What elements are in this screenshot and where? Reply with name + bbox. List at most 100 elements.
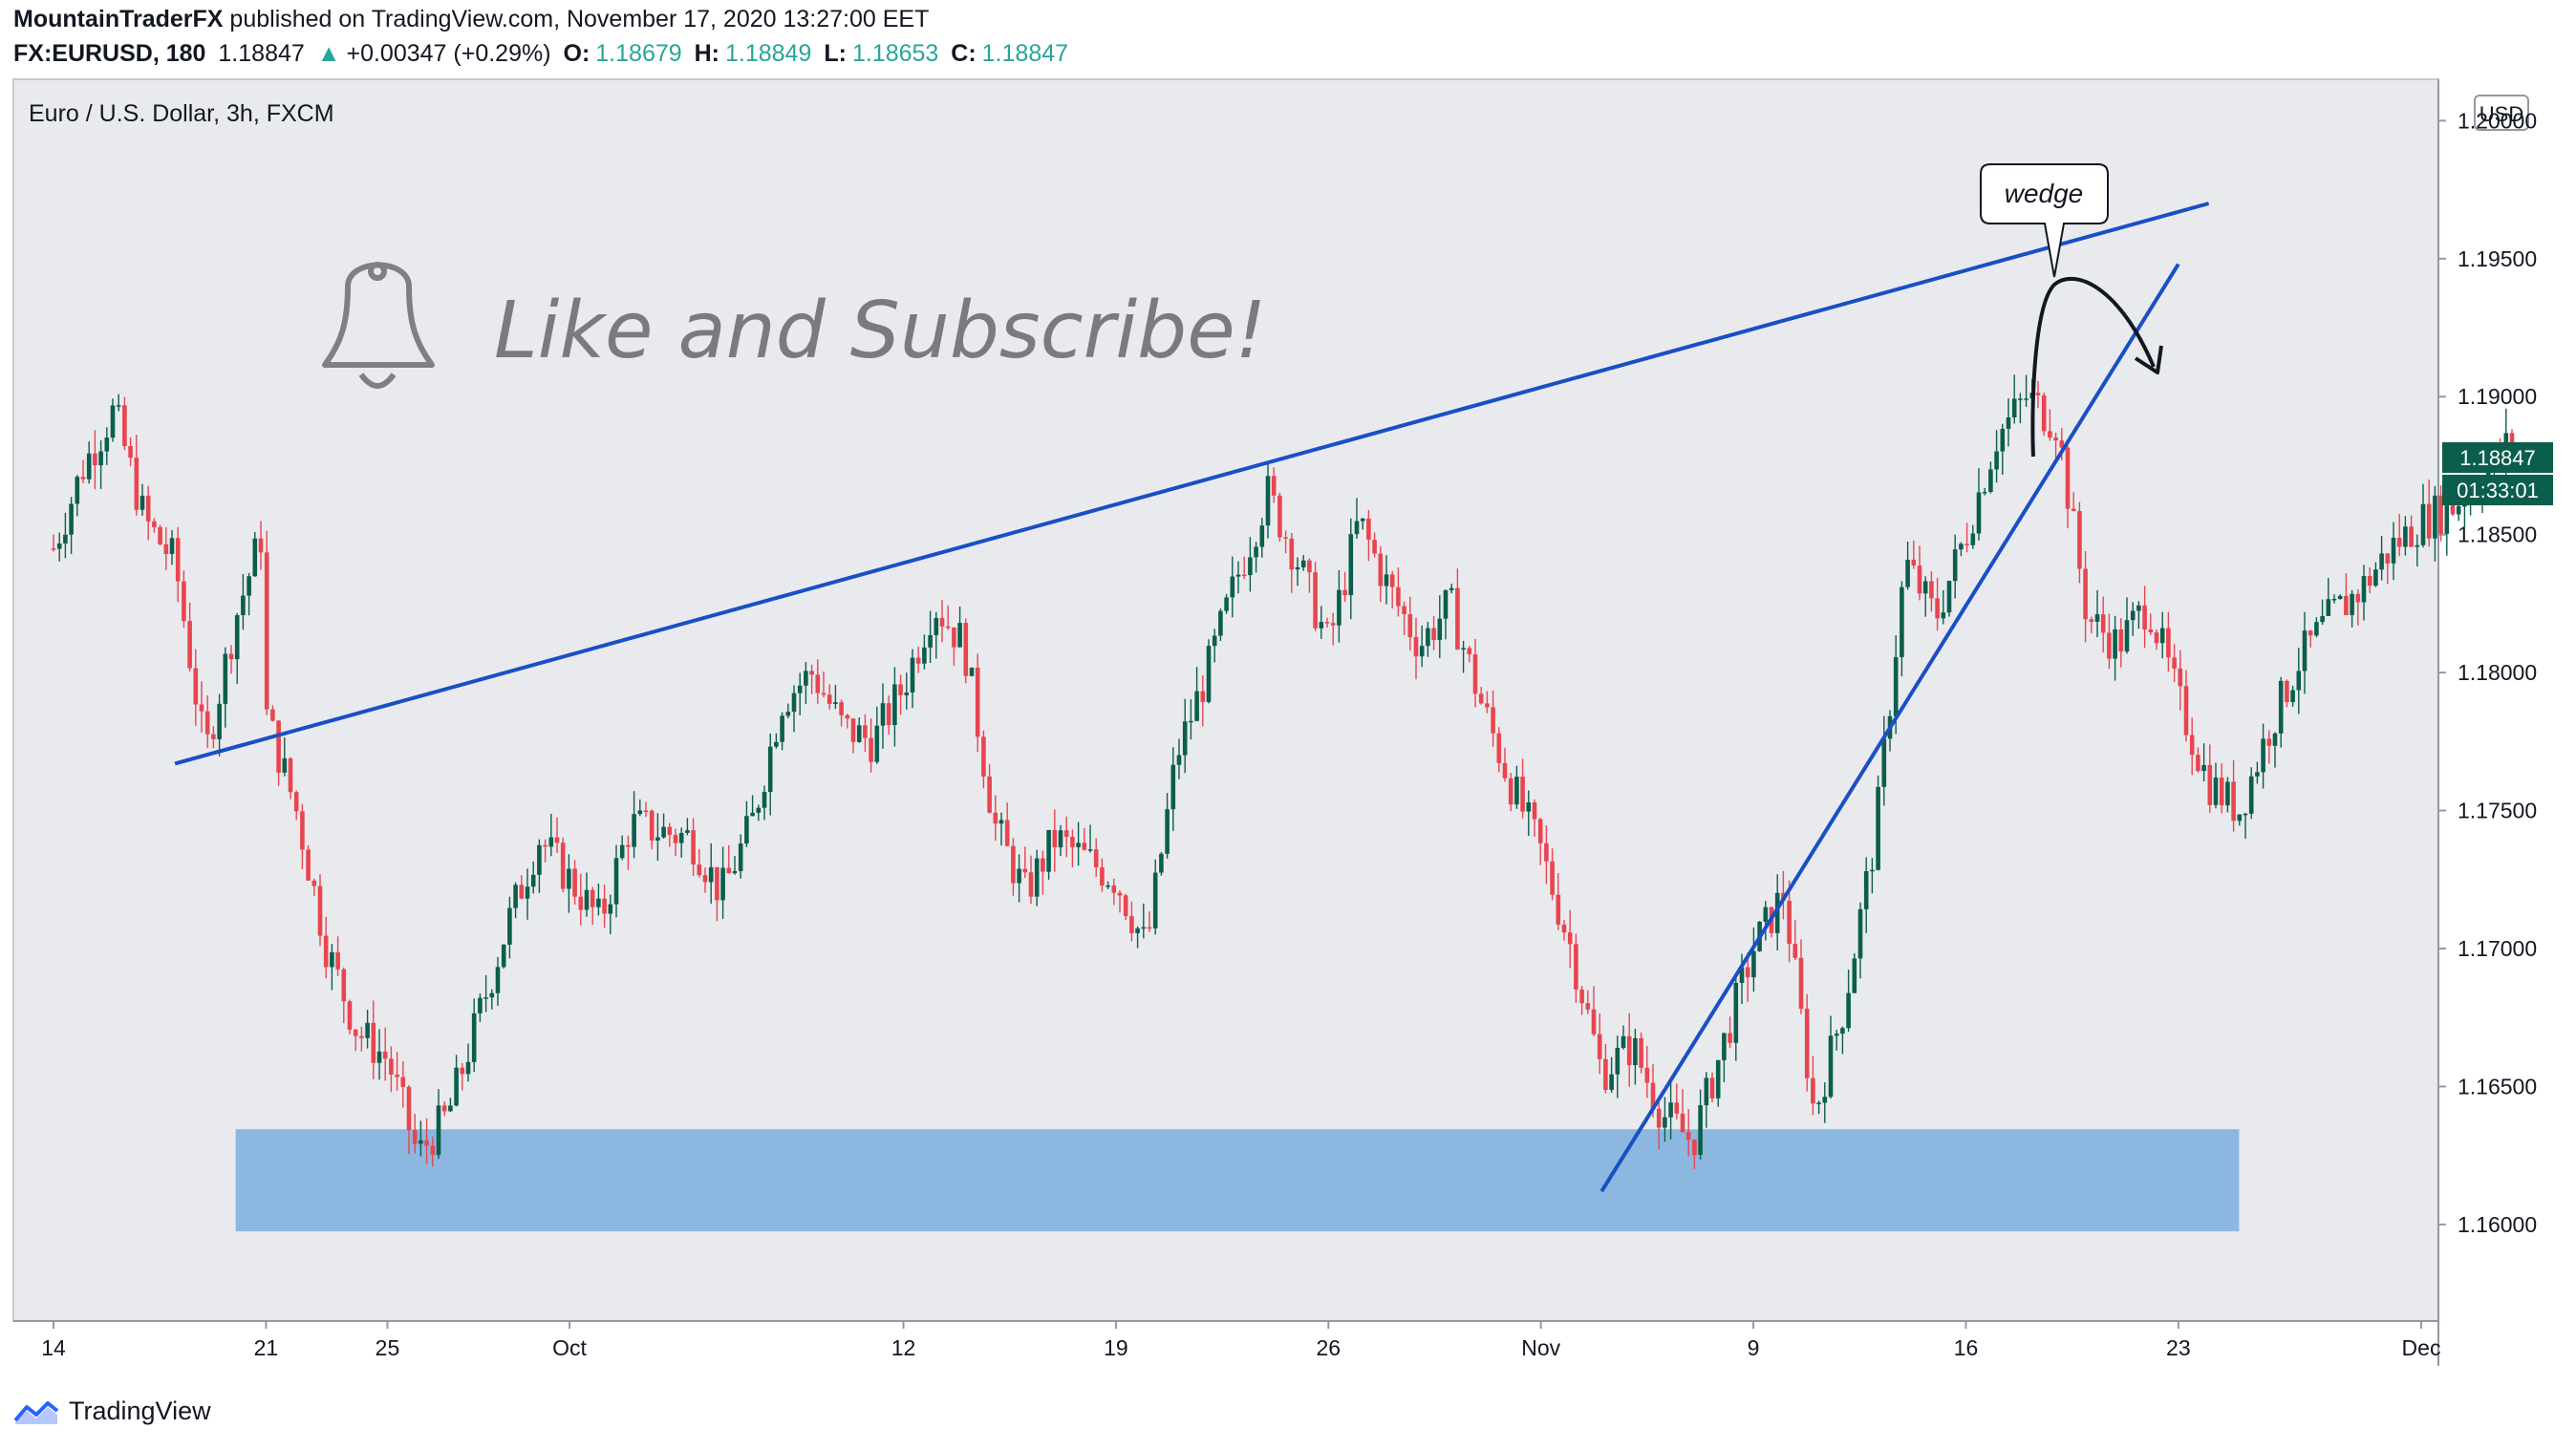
subscribe-text: Like and Subscribe! xyxy=(494,286,1267,376)
candle-body xyxy=(2130,610,2136,621)
candle-body xyxy=(780,715,784,742)
candle-body xyxy=(1254,546,1258,558)
candle-body xyxy=(2290,690,2295,702)
candle-body xyxy=(1028,872,1034,897)
symbol-name[interactable]: FX:EURUSD, 180 xyxy=(13,40,206,67)
projection-arrow[interactable] xyxy=(2030,276,2156,458)
candle-body xyxy=(2314,622,2319,636)
candle-body xyxy=(1176,755,1182,765)
candle-body xyxy=(483,997,488,999)
candle-body xyxy=(756,807,762,813)
lower-trendline[interactable] xyxy=(1599,263,2180,1193)
tradingview-brand[interactable]: TradingView xyxy=(69,1397,211,1425)
candles xyxy=(51,374,2515,1169)
candle-body xyxy=(311,880,317,886)
author-name[interactable]: MountainTraderFX xyxy=(13,6,224,32)
candle-body xyxy=(1941,612,1946,619)
candle-body xyxy=(1603,1058,1608,1091)
candle-body xyxy=(537,844,542,875)
candle-body xyxy=(2113,629,2117,659)
candle-body xyxy=(584,889,590,910)
candle-body xyxy=(915,657,921,664)
candle-body xyxy=(140,496,145,510)
candle-body xyxy=(998,820,1004,824)
candle-body xyxy=(2385,553,2391,564)
candle-body xyxy=(288,757,293,793)
candle-body xyxy=(1911,559,1917,566)
candle-body xyxy=(2344,595,2349,615)
candle-body xyxy=(1633,1037,1638,1066)
open-value: 1.18679 xyxy=(595,40,682,67)
candle-body xyxy=(2391,537,2396,564)
candle-body xyxy=(1532,801,1537,820)
price-change: +0.00347 (+0.29%) xyxy=(346,40,551,67)
x-tick-label: 26 xyxy=(1317,1335,1342,1360)
y-axis-ticks: 1.20000 1.19500 1.19000 1.18500 1.18000 1.175… xyxy=(2438,108,2537,1237)
candle-body xyxy=(1378,553,1384,586)
candle-body xyxy=(2107,632,2112,659)
candle-body xyxy=(2326,599,2331,616)
y-tick-label: 1.19500 xyxy=(2458,246,2537,271)
candle-body xyxy=(809,671,814,675)
candle-body xyxy=(1389,574,1395,587)
candle-body xyxy=(152,521,157,527)
candle-body xyxy=(1852,958,1857,993)
candle-body xyxy=(525,886,530,899)
candle-body xyxy=(2148,629,2154,632)
candle-body xyxy=(1230,576,1235,598)
candle-body xyxy=(1745,967,1750,978)
candle-body xyxy=(833,702,838,704)
upper-trendline[interactable] xyxy=(174,202,2210,766)
candle-body xyxy=(317,885,323,936)
candle-body xyxy=(1212,635,1217,647)
candle-body xyxy=(1567,932,1573,945)
wedge-callout[interactable]: wedge xyxy=(1980,163,2109,278)
candle-body xyxy=(1935,598,1940,619)
candle-body xyxy=(1982,491,1987,494)
candle-body xyxy=(1206,646,1212,702)
candle-body xyxy=(2355,593,2361,603)
candle-body xyxy=(821,693,826,695)
x-tick-label: Oct xyxy=(552,1335,587,1360)
candle-body xyxy=(1615,1048,1621,1075)
candle-body xyxy=(1313,572,1318,629)
publish-line: MountainTraderFX published on TradingVie… xyxy=(13,6,929,33)
last-price-value: 1.18847 xyxy=(2459,446,2536,470)
candle-body xyxy=(1129,916,1134,933)
candle-body xyxy=(1728,1033,1732,1043)
candle-body xyxy=(341,969,347,1002)
y-tick-label: 1.19000 xyxy=(2458,384,2537,409)
candle-body xyxy=(1431,628,1436,640)
candle-body xyxy=(465,1061,471,1075)
candle-body xyxy=(495,967,501,993)
candle-body xyxy=(1621,1035,1626,1049)
candle-body xyxy=(1485,703,1490,708)
candle-body xyxy=(300,811,305,850)
candle-body xyxy=(1011,845,1016,884)
candle-body xyxy=(330,951,334,968)
x-axis-ticks: 14 21 25 Oct 12 19 26 Nov 9 16 23 Dec xyxy=(41,1321,2440,1360)
support-zone[interactable] xyxy=(235,1129,2240,1232)
candle-body xyxy=(1046,829,1051,872)
candle-body xyxy=(2296,671,2302,691)
candle-body xyxy=(1342,589,1347,596)
currency-label: USD xyxy=(2479,102,2523,126)
candle-body xyxy=(2373,569,2378,586)
candle-body xyxy=(2456,505,2461,515)
projection-arrowhead-icon xyxy=(2134,345,2163,374)
currency-badge[interactable] xyxy=(2474,95,2529,131)
candle-body xyxy=(1087,849,1093,851)
candle-body xyxy=(1846,992,1851,1029)
footer: TradingView xyxy=(13,1397,211,1426)
candle-body xyxy=(424,1140,429,1146)
candle-body xyxy=(2415,544,2420,547)
candle-body xyxy=(1271,476,1277,496)
plot-area[interactable] xyxy=(12,78,2439,1322)
candle-body xyxy=(80,477,86,480)
x-tick-label: 19 xyxy=(1104,1335,1128,1360)
candle-body xyxy=(2509,433,2515,446)
candle-body xyxy=(234,615,240,660)
candle-body xyxy=(1455,587,1460,650)
candle-body xyxy=(548,837,554,847)
